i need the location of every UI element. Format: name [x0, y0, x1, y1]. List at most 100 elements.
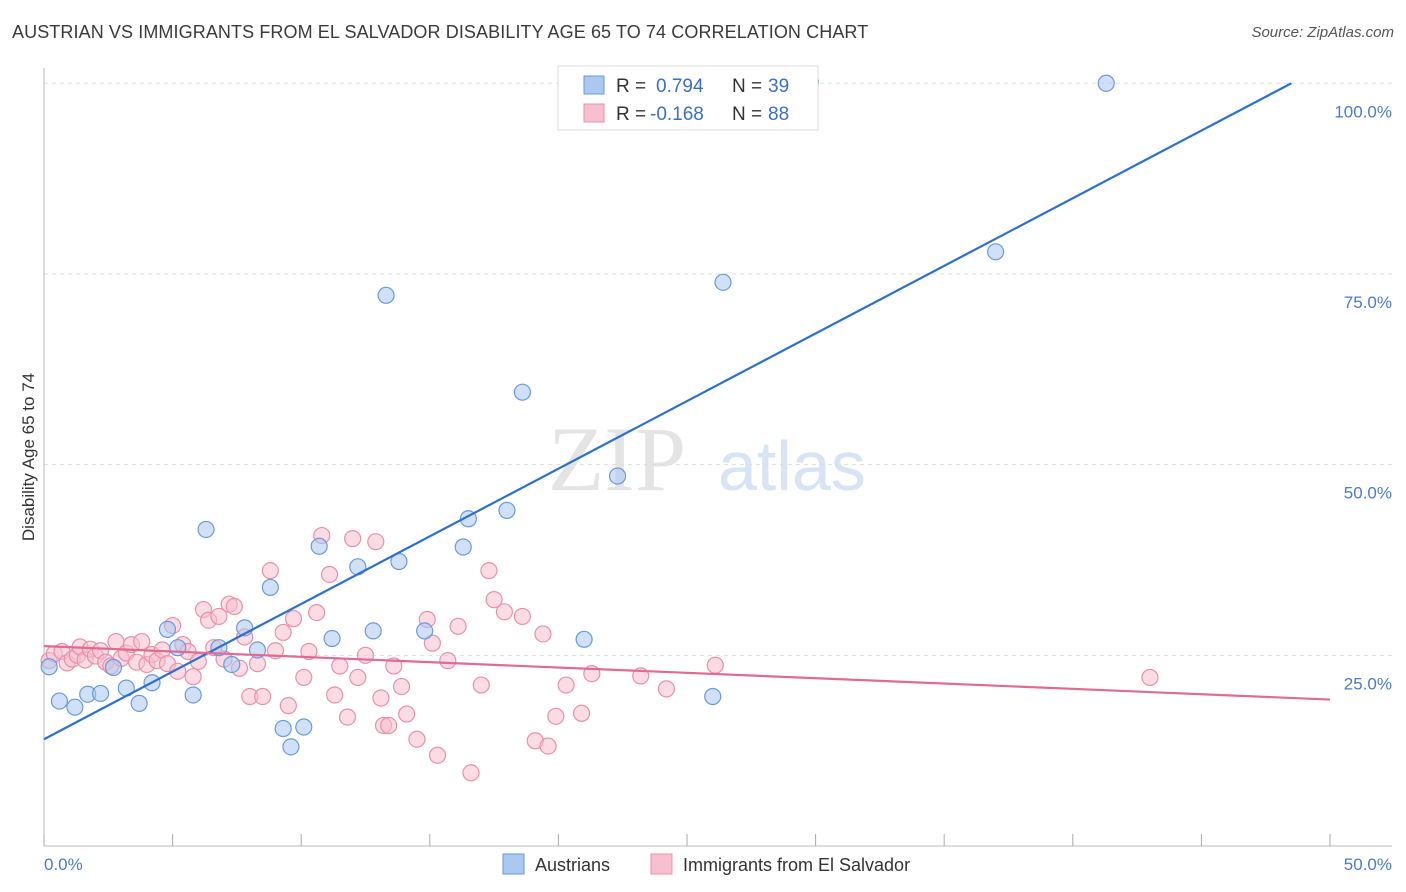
data-point [498, 501, 516, 519]
y-axis-label: Disability Age 65 to 74 [19, 373, 38, 541]
watermark-zip: ZIP [548, 408, 686, 510]
data-point [279, 697, 297, 715]
trend-line [43, 645, 1331, 701]
data-point [66, 698, 84, 716]
series-legend: Austrians Immigrants from El Salvador [502, 853, 910, 875]
data-point [987, 243, 1005, 261]
data-point [158, 620, 177, 638]
data-point [657, 680, 676, 698]
data-point [428, 746, 447, 764]
data-point [261, 578, 279, 597]
data-point [539, 737, 557, 755]
data-point [130, 694, 148, 712]
data-point [385, 657, 403, 675]
legend-n-value: 39 [768, 76, 789, 97]
data-point [608, 467, 627, 485]
axes [43, 68, 1392, 847]
data-point [392, 677, 411, 696]
data-point [572, 704, 591, 722]
data-point [416, 622, 434, 640]
y-tick-label: 50.0% [1344, 484, 1392, 503]
x-axis-ticks [43, 834, 1331, 846]
data-point [284, 610, 303, 628]
data-point [308, 603, 326, 622]
data-point [423, 634, 441, 652]
legend-r-value: 0.794 [656, 76, 704, 97]
data-point [495, 603, 513, 621]
data-point [480, 562, 498, 580]
data-point [225, 597, 243, 616]
stats-legend: R = 0.794 N = 39 R = -0.168 N = 88 [557, 65, 819, 131]
chart-title: AUSTRIAN VS IMMIGRANTS FROM EL SALVADOR … [12, 22, 869, 42]
data-point [184, 668, 202, 686]
data-point [367, 533, 385, 551]
x-tick-label-max: 50.0% [1344, 855, 1392, 874]
legend-n-value: 88 [768, 104, 789, 125]
series-immigrants-el-salvador [40, 526, 1159, 782]
trend-lines [43, 82, 1331, 741]
data-point [408, 730, 426, 748]
y-tick-label: 100.0% [1334, 102, 1392, 121]
data-point [454, 538, 472, 556]
legend-swatch-pink [583, 103, 605, 123]
data-point [575, 630, 593, 648]
data-point [462, 764, 480, 782]
y-axis-tick-labels: 25.0% 50.0% 75.0% 100.0% [1334, 102, 1392, 693]
legend-r-label: R = [616, 76, 646, 97]
y-tick-label: 75.0% [1344, 293, 1392, 312]
data-point [40, 658, 58, 676]
data-point [364, 622, 382, 640]
y-tick-label: 25.0% [1344, 674, 1392, 693]
data-point [320, 565, 339, 584]
data-point [547, 707, 565, 725]
data-point [439, 652, 457, 670]
legend-swatch-el-salvador [650, 853, 673, 875]
data-point [282, 738, 300, 756]
data-point [377, 286, 395, 304]
data-point [50, 692, 69, 710]
data-point [714, 273, 732, 291]
data-point [534, 625, 552, 643]
gridlines [44, 82, 1392, 656]
legend-label-el-salvador: Immigrants from El Salvador [683, 855, 910, 875]
data-point [398, 705, 416, 723]
watermark: ZIP atlas [548, 408, 866, 510]
data-point [485, 591, 503, 609]
data-point [349, 668, 367, 687]
data-point [295, 718, 313, 736]
data-point [1141, 668, 1159, 687]
data-point [331, 657, 349, 675]
data-point [323, 629, 341, 648]
data-point [372, 689, 390, 707]
data-point [261, 562, 279, 580]
data-point [254, 687, 272, 706]
data-point [169, 639, 187, 657]
legend-swatch-blue [583, 75, 605, 95]
legend-label-austrians: Austrians [535, 855, 610, 875]
data-point [223, 655, 241, 674]
data-point [310, 537, 328, 555]
data-point [210, 607, 228, 626]
trend-line [43, 82, 1292, 741]
data-point [274, 623, 292, 642]
data-point [295, 668, 313, 687]
data-point [91, 684, 110, 703]
data-point [380, 716, 398, 735]
data-point [133, 632, 151, 651]
data-point [184, 686, 202, 704]
legend-n-label: N = [732, 76, 762, 97]
data-point [274, 719, 292, 738]
data-point [472, 676, 490, 694]
data-point [704, 687, 722, 706]
data-point [338, 708, 357, 726]
data-point [1097, 74, 1115, 92]
legend-r-value: -0.168 [650, 104, 704, 125]
data-point [104, 658, 123, 677]
data-point [344, 530, 362, 548]
data-point [326, 686, 344, 704]
legend-n-label: N = [732, 104, 762, 125]
legend-r-label: R = [616, 104, 646, 125]
data-point [356, 646, 375, 664]
data-point [300, 642, 318, 661]
